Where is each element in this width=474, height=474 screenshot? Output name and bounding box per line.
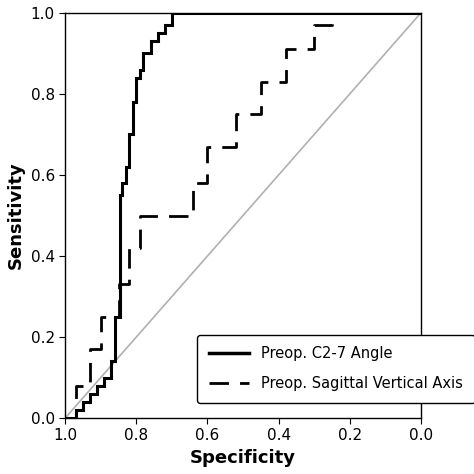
X-axis label: Specificity: Specificity xyxy=(190,449,296,467)
Y-axis label: Sensitivity: Sensitivity xyxy=(7,162,25,269)
Legend: Preop. C2-7 Angle, Preop. Sagittal Vertical Axis: Preop. C2-7 Angle, Preop. Sagittal Verti… xyxy=(197,335,474,403)
